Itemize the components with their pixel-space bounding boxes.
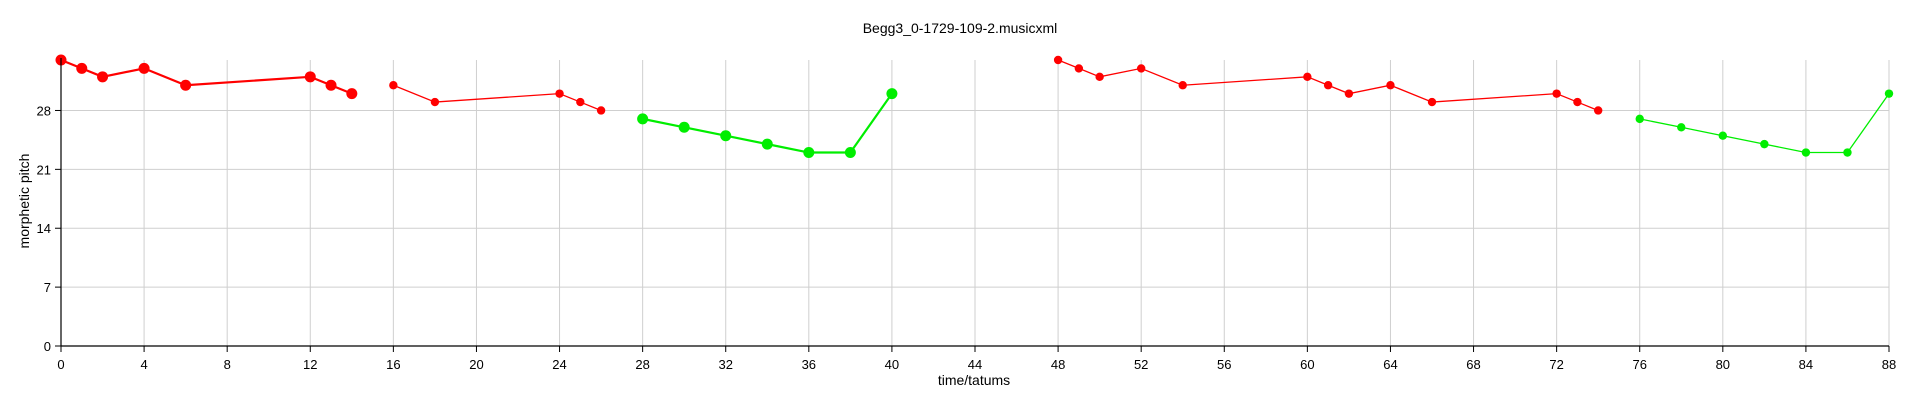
y-tick-label: 28 bbox=[37, 103, 51, 118]
data-point bbox=[596, 106, 606, 115]
data-point bbox=[1386, 81, 1395, 90]
data-point bbox=[1884, 89, 1894, 98]
x-axis-label: time/tatums bbox=[938, 372, 1010, 388]
data-point bbox=[1095, 72, 1104, 82]
data-point bbox=[1136, 64, 1146, 73]
data-point bbox=[1843, 148, 1852, 157]
data-point bbox=[1718, 131, 1728, 140]
x-tick-label: 24 bbox=[552, 357, 566, 372]
data-point bbox=[304, 71, 316, 83]
data-point bbox=[803, 147, 815, 159]
data-series bbox=[55, 54, 1894, 159]
data-point bbox=[325, 79, 337, 91]
data-point bbox=[761, 138, 773, 150]
data-point bbox=[1593, 106, 1603, 115]
data-point bbox=[1677, 123, 1686, 132]
data-point bbox=[389, 81, 398, 90]
x-tick-label: 20 bbox=[469, 357, 483, 372]
x-tick-label: 72 bbox=[1549, 357, 1563, 372]
data-point bbox=[76, 62, 88, 74]
y-tick-label: 0 bbox=[44, 339, 51, 354]
data-point bbox=[1427, 97, 1437, 107]
x-tick-label: 52 bbox=[1134, 357, 1148, 372]
data-point bbox=[430, 97, 440, 107]
x-tick-label: 12 bbox=[303, 357, 317, 372]
data-point bbox=[1635, 114, 1644, 124]
data-point bbox=[844, 147, 856, 159]
data-point bbox=[720, 130, 732, 142]
x-tick-label: 40 bbox=[885, 357, 899, 372]
data-point bbox=[1053, 55, 1063, 65]
chart-title: Begg3_0-1729-109-2.musicxml bbox=[863, 20, 1058, 36]
y-axis-label: morphetic pitch bbox=[16, 154, 32, 249]
x-tick-label: 84 bbox=[1799, 357, 1813, 372]
x-tick-label: 32 bbox=[718, 357, 732, 372]
data-point bbox=[97, 71, 109, 83]
data-point bbox=[576, 97, 585, 107]
x-tick-label: 0 bbox=[57, 357, 64, 372]
data-point bbox=[1344, 89, 1354, 98]
data-point bbox=[886, 88, 898, 100]
x-tick-label: 60 bbox=[1300, 357, 1314, 372]
data-point bbox=[1303, 72, 1312, 82]
data-point bbox=[555, 89, 564, 98]
grid bbox=[61, 60, 1890, 346]
x-tick-label: 28 bbox=[635, 357, 649, 372]
data-point bbox=[346, 88, 358, 100]
series-line-2 bbox=[393, 84, 602, 112]
data-point bbox=[678, 121, 690, 133]
x-tick-label: 88 bbox=[1882, 357, 1896, 372]
data-point bbox=[138, 62, 150, 74]
x-tick-label: 56 bbox=[1217, 357, 1231, 372]
data-point bbox=[637, 113, 649, 125]
data-point bbox=[1178, 81, 1187, 90]
x-tick-label: 80 bbox=[1716, 357, 1730, 372]
axes: 0 4 8 12 16 20 24 28 32 36 40 44 48 52 56 60 64 68 72 76 80 8… bbox=[37, 58, 1896, 372]
data-point bbox=[1573, 97, 1582, 107]
x-tick-label: 36 bbox=[802, 357, 816, 372]
x-tick-label: 8 bbox=[224, 357, 231, 372]
y-tick-label: 7 bbox=[44, 280, 51, 295]
x-tick-label: 44 bbox=[968, 357, 982, 372]
x-tick-label: 64 bbox=[1383, 357, 1397, 372]
data-point bbox=[180, 79, 192, 91]
x-tick-label: 76 bbox=[1632, 357, 1646, 372]
data-point bbox=[1552, 89, 1561, 98]
x-tick-label: 16 bbox=[386, 357, 400, 372]
x-tick-label: 4 bbox=[140, 357, 147, 372]
y-tick-label: 14 bbox=[37, 221, 51, 236]
x-tick-label: 68 bbox=[1466, 357, 1480, 372]
x-tick-label: 48 bbox=[1051, 357, 1065, 372]
data-point bbox=[1323, 81, 1333, 90]
data-point bbox=[1760, 139, 1769, 149]
y-tick-label: 21 bbox=[37, 162, 51, 177]
data-point bbox=[1074, 64, 1084, 73]
data-point bbox=[1801, 148, 1811, 157]
